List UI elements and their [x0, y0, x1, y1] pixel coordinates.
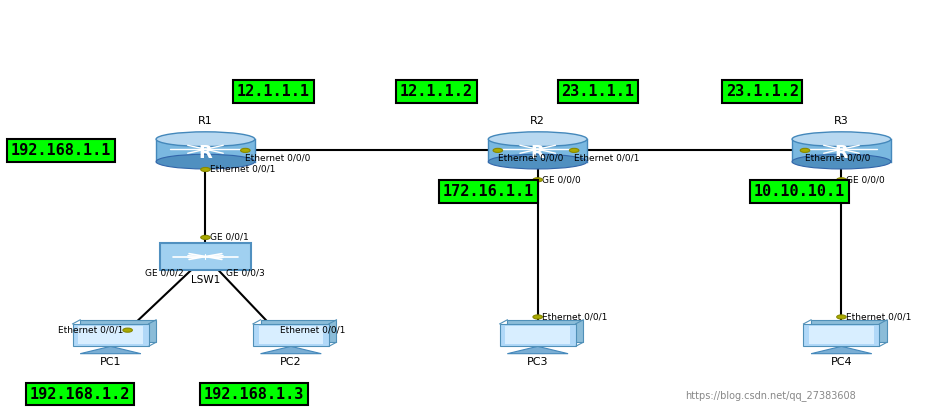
Polygon shape — [811, 320, 887, 342]
Circle shape — [801, 148, 810, 152]
Text: R: R — [199, 143, 212, 162]
Text: 192.168.1.3: 192.168.1.3 — [204, 387, 304, 402]
Text: GE 0/0/3: GE 0/0/3 — [226, 268, 265, 277]
Circle shape — [837, 315, 846, 319]
Polygon shape — [507, 346, 568, 354]
Text: https://blog.csdn.net/qq_27383608: https://blog.csdn.net/qq_27383608 — [684, 390, 856, 402]
Text: Ethernet 0/0/1: Ethernet 0/0/1 — [574, 153, 640, 162]
Text: PC4: PC4 — [831, 357, 852, 367]
Text: Ethernet 0/0/0: Ethernet 0/0/0 — [498, 153, 564, 162]
Text: LSW1: LSW1 — [190, 275, 220, 285]
Text: 10.10.10.1: 10.10.10.1 — [754, 184, 845, 199]
Polygon shape — [488, 139, 587, 162]
Ellipse shape — [488, 154, 587, 169]
Text: 23.1.1.1: 23.1.1.1 — [562, 84, 634, 99]
Polygon shape — [506, 326, 570, 344]
Polygon shape — [507, 320, 584, 342]
Circle shape — [201, 236, 210, 240]
Ellipse shape — [792, 154, 891, 169]
Text: Ethernet 0/0/1: Ethernet 0/0/1 — [280, 326, 346, 335]
Polygon shape — [261, 320, 336, 342]
Polygon shape — [80, 320, 156, 342]
Text: Ethernet 0/0/1: Ethernet 0/0/1 — [57, 326, 123, 335]
Text: R: R — [835, 143, 848, 162]
Text: GE 0/0/0: GE 0/0/0 — [846, 175, 885, 184]
Text: 172.16.1.1: 172.16.1.1 — [443, 184, 534, 199]
Text: 12.1.1.1: 12.1.1.1 — [237, 84, 309, 99]
Polygon shape — [500, 324, 576, 346]
Ellipse shape — [792, 132, 891, 146]
Text: 192.168.1.1: 192.168.1.1 — [10, 143, 111, 158]
Text: 23.1.1.2: 23.1.1.2 — [725, 84, 799, 99]
Polygon shape — [156, 139, 255, 162]
Text: Ethernet 0/0/1: Ethernet 0/0/1 — [846, 312, 912, 321]
FancyBboxPatch shape — [160, 243, 251, 270]
Text: Ethernet 0/0/1: Ethernet 0/0/1 — [210, 165, 275, 174]
Text: GE 0/0/2: GE 0/0/2 — [145, 268, 184, 277]
Ellipse shape — [488, 132, 587, 146]
Polygon shape — [792, 139, 891, 162]
Circle shape — [569, 148, 579, 152]
Polygon shape — [809, 326, 874, 344]
Polygon shape — [253, 324, 328, 346]
Text: PC1: PC1 — [100, 357, 121, 367]
Polygon shape — [78, 326, 143, 344]
Text: 12.1.1.2: 12.1.1.2 — [400, 84, 473, 99]
Circle shape — [201, 167, 210, 171]
Polygon shape — [80, 346, 141, 354]
Text: R3: R3 — [834, 115, 849, 126]
Polygon shape — [811, 346, 872, 354]
Text: PC2: PC2 — [280, 357, 302, 367]
Polygon shape — [803, 324, 880, 346]
Polygon shape — [72, 324, 149, 346]
Text: R: R — [531, 143, 545, 162]
Text: Ethernet 0/0/0: Ethernet 0/0/0 — [805, 153, 870, 162]
Circle shape — [533, 178, 543, 182]
Polygon shape — [261, 346, 321, 354]
Text: PC3: PC3 — [527, 357, 548, 367]
Text: Ethernet 0/0/1: Ethernet 0/0/1 — [543, 312, 607, 321]
Text: 192.168.1.2: 192.168.1.2 — [30, 387, 130, 402]
Ellipse shape — [156, 132, 255, 146]
Ellipse shape — [156, 154, 255, 169]
Text: Ethernet 0/0/0: Ethernet 0/0/0 — [246, 153, 310, 162]
Text: GE 0/0/1: GE 0/0/1 — [210, 233, 249, 242]
Polygon shape — [259, 326, 323, 344]
Circle shape — [837, 178, 846, 182]
Text: R1: R1 — [198, 115, 213, 126]
Circle shape — [123, 328, 132, 332]
Circle shape — [533, 315, 543, 319]
Circle shape — [241, 148, 250, 152]
Text: R2: R2 — [530, 115, 545, 126]
Circle shape — [493, 148, 503, 152]
Text: GE 0/0/0: GE 0/0/0 — [543, 175, 581, 184]
